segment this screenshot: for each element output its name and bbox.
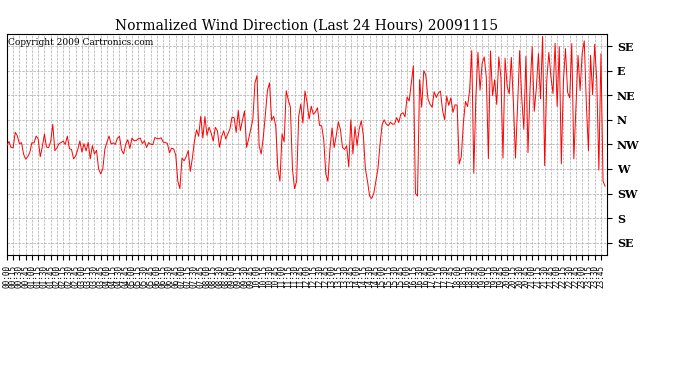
Text: Copyright 2009 Cartronics.com: Copyright 2009 Cartronics.com [8, 38, 153, 47]
Title: Normalized Wind Direction (Last 24 Hours) 20091115: Normalized Wind Direction (Last 24 Hours… [115, 19, 499, 33]
